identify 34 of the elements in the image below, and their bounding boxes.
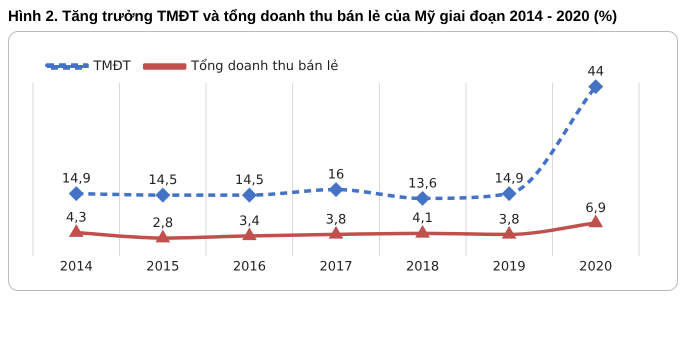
data-label: 16 — [328, 167, 344, 182]
data-label: 4,3 — [66, 210, 87, 226]
x-tick-label: 2019 — [492, 260, 526, 275]
point — [590, 216, 602, 228]
data-label: 14,5 — [234, 172, 264, 188]
point — [330, 228, 342, 239]
data-label: 3,4 — [239, 214, 260, 229]
point — [242, 188, 256, 202]
point — [156, 231, 169, 242]
point — [156, 188, 170, 202]
data-label: 4,1 — [412, 211, 433, 226]
legend-label: TMĐT — [92, 58, 131, 74]
data-label: 14,9 — [62, 172, 91, 187]
x-tick-label: 2017 — [319, 260, 353, 275]
data-label: 2,8 — [152, 216, 174, 231]
data-label: 14,9 — [494, 172, 524, 187]
data-label: 13,6 — [408, 176, 438, 192]
data-label: 44 — [587, 64, 604, 80]
data-label: 6,9 — [585, 200, 606, 216]
x-tick-label: 2018 — [406, 260, 440, 275]
point — [70, 186, 84, 200]
x-tick-label: 2014 — [60, 260, 93, 275]
point — [70, 226, 82, 237]
chart-title: Hình 2. Tăng trưởng TMĐT và tổng doanh thu bán lẻ của Mỹ giai đoạn 2014 - 2020 (%) — [8, 8, 618, 25]
x-tick-label: 2016 — [232, 260, 266, 275]
point — [502, 186, 516, 200]
point — [329, 182, 343, 196]
data-label: 3,8 — [498, 212, 520, 228]
x-tick-label: 2020 — [579, 260, 612, 275]
point — [416, 192, 430, 206]
data-label: 3,8 — [326, 212, 346, 228]
x-tick-label: 2015 — [146, 260, 180, 275]
data-label: 14,5 — [148, 172, 178, 188]
legend-label: Tổng doanh thu bán lẻ — [190, 58, 338, 74]
